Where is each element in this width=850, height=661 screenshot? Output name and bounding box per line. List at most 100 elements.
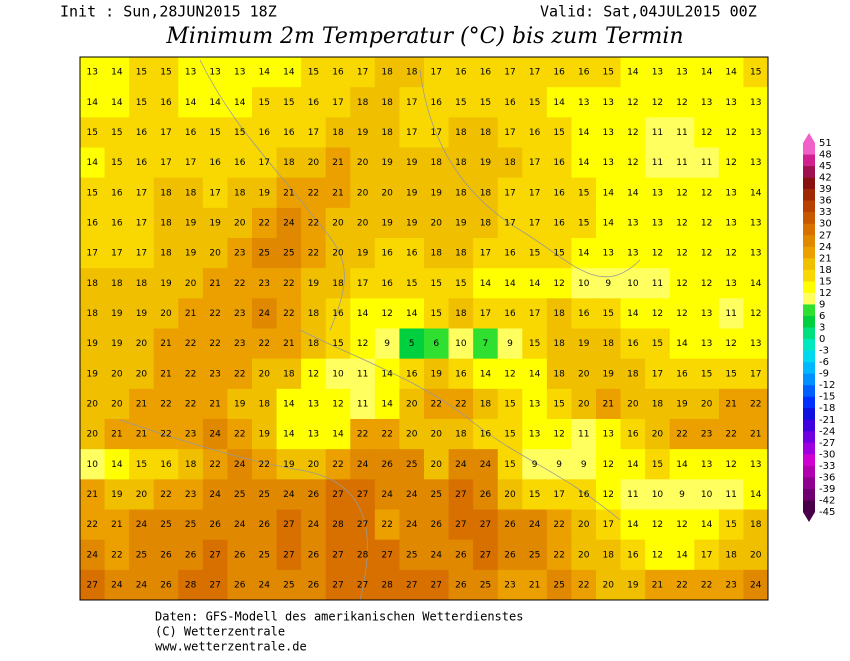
temperature-cell [645,388,671,420]
temperature-label: 15 [750,68,761,78]
temperature-cell [473,358,499,390]
colorbar-label: -24 [819,426,835,437]
temperature-cell [178,87,204,118]
temperature-label: 15 [725,520,736,530]
temperature-cell [424,177,450,209]
temperature-cell [596,479,622,510]
temperature-label: 21 [332,158,343,168]
temperature-cell [743,207,769,239]
temperature-label: 17 [136,249,147,259]
temperature-cell [473,449,499,480]
temperature-cell [497,569,523,601]
temperature-cell [350,238,376,269]
temperature-label: 26 [381,460,393,470]
temperature-cell [424,358,450,390]
temperature-cell [374,419,400,450]
temperature-label: 12 [701,128,712,138]
temperature-cell [497,268,523,299]
temperature-label: 19 [603,369,615,379]
temperature-label: 20 [357,158,369,168]
temperature-label: 13 [725,279,736,289]
footer-source: Daten: GFS-Modell des amerikanischen Wet… [155,610,523,624]
temperature-label: 20 [431,460,443,470]
colorbar-segment [803,200,815,213]
temperature-label: 16 [381,249,393,259]
temperature-cell [522,87,548,118]
temperature-cell [497,147,523,179]
temperature-label: 22 [234,430,245,440]
temperature-cell [718,207,744,239]
temperature-label: 15 [553,128,564,138]
temperature-cell [546,388,572,420]
temperature-label: 20 [259,369,271,379]
temperature-label: 22 [185,369,196,379]
temperature-label: 14 [627,188,639,198]
temperature-label: 19 [406,158,418,168]
temperature-cell [325,358,351,390]
temperature-label: 25 [160,520,171,530]
temperature-label: 25 [283,580,294,590]
temperature-cell [374,117,400,148]
temperature-cell [80,238,106,269]
temperature-label: 17 [111,249,122,259]
colorbar-segment [803,373,815,386]
temperature-cell [374,569,400,601]
temperature-label: 9 [507,339,513,349]
temperature-label: 13 [87,68,98,78]
temperature-label: 23 [185,490,196,500]
temperature-cell [178,207,204,239]
temperature-cell [645,358,671,390]
temperature-label: 17 [529,309,540,319]
temperature-cell [80,509,106,541]
temperature-label: 18 [431,158,443,168]
temperature-cell [522,57,548,88]
temperature-cell [546,328,572,360]
temperature-cell [448,268,474,299]
temperature-cell [129,87,155,118]
temperature-label: 12 [725,339,736,349]
temperature-cell [694,539,720,571]
temperature-label: 15 [652,460,663,470]
temperature-cell [129,177,155,209]
temperature-cell [596,238,622,269]
temperature-cell [350,479,376,510]
temperature-cell [620,87,646,118]
temperature-label: 19 [209,218,221,228]
temperature-cell [301,419,327,450]
temperature-cell [129,117,155,148]
temperature-cell [178,238,204,269]
temperature-label: 18 [308,309,320,319]
temperature-label: 17 [480,309,491,319]
temperature-cell [301,268,327,299]
temperature-cell [202,207,228,239]
temperature-label: 19 [283,460,295,470]
temperature-cell [178,569,204,601]
temperature-label: 11 [725,309,736,319]
temperature-cell [80,207,106,239]
colorbar-label: -30 [819,449,835,460]
temperature-cell [129,509,155,541]
temperature-cell [129,207,155,239]
temperature-label: 12 [750,309,761,319]
temperature-cell [620,449,646,480]
temperature-label: 17 [259,158,270,168]
temperature-cell [546,509,572,541]
temperature-label: 11 [357,369,368,379]
temperature-cell [325,147,351,179]
temperature-label: 27 [357,580,368,590]
temperature-label: 22 [701,580,712,590]
temperature-cell [620,207,646,239]
temperature-label: 19 [234,399,246,409]
temperature-label: 21 [111,520,122,530]
temperature-label: 13 [750,249,761,259]
temperature-cell [301,147,327,179]
temperature-label: 23 [725,580,736,590]
temperature-cell [424,479,450,510]
temperature-cell [104,479,130,510]
temperature-label: 16 [578,490,590,500]
temperature-cell [645,117,671,148]
temperature-cell [178,358,204,390]
temperature-label: 9 [679,490,685,500]
temperature-cell [448,569,474,601]
temperature-cell [596,207,622,239]
